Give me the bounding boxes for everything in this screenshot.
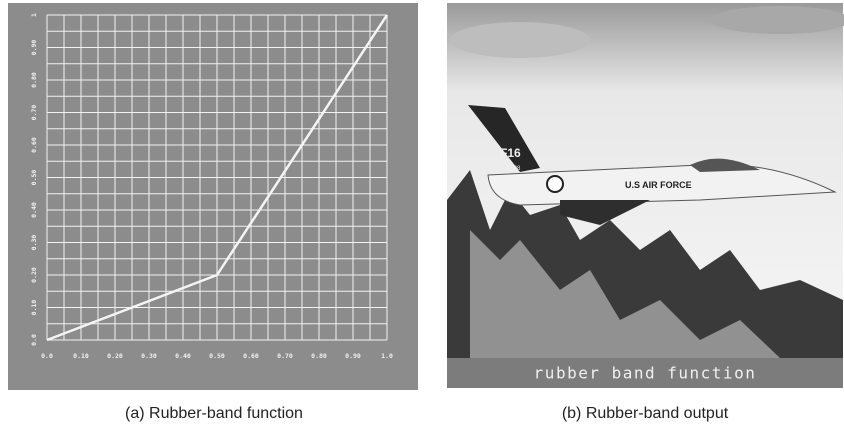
y-tick-label: 0.10 (30, 300, 38, 316)
y-tick-label: 0.60 (30, 137, 38, 153)
fuselage-text: U.S AIR FORCE (625, 180, 692, 190)
tail-code: F16 (500, 146, 521, 160)
x-tick-label: 1.0 (381, 352, 393, 360)
x-tick-label: 0.70 (277, 352, 293, 360)
caption: (b) Rubber-band output (562, 405, 729, 422)
tail (468, 105, 540, 172)
banner-text: rubber band function (534, 364, 757, 383)
y-tick-label: 0.90 (30, 40, 38, 56)
banner (447, 358, 843, 388)
roundel (546, 175, 564, 193)
x-tick-label: 0.90 (345, 352, 361, 360)
caption: (a) Rubber-band function (125, 405, 303, 422)
plot: 0.0 0.10 0.20 0.30 0.40 0.50 0.60 0.70 0.80 0.90 1… (30, 13, 393, 360)
canopy (690, 158, 760, 172)
x-tick-label: 0.60 (243, 352, 259, 360)
y-tick-label: 0.30 (30, 235, 38, 251)
y-tick-label: 1 (30, 13, 38, 17)
y-tick-label: 0.50 (30, 170, 38, 186)
y-tick-label: 0.40 (30, 202, 38, 218)
y-tick-label: 0.0 (30, 334, 38, 346)
x-tick-label: 0.80 (311, 352, 327, 360)
y-tick-label: 0.80 (30, 72, 38, 88)
screen-a (8, 3, 418, 390)
y-tick-label: 0.70 (30, 105, 38, 121)
tail-number: 0508 (507, 166, 521, 172)
y-tick-label: 0.20 (30, 267, 38, 283)
cloud (710, 6, 844, 34)
x-tick-label: 0.0 (41, 352, 53, 360)
wing (560, 200, 650, 225)
photo: F16 0508 U.S AIR FORCE rubber band funct… (447, 3, 844, 388)
x-tick-label: 0.40 (175, 352, 191, 360)
snow (470, 230, 780, 358)
x-tick-label: 0.20 (107, 352, 123, 360)
cloud (450, 22, 590, 58)
x-tick-label: 0.10 (73, 352, 89, 360)
x-tick-label: 0.50 (209, 352, 225, 360)
x-tick-label: 0.30 (141, 352, 157, 360)
data-line (46, 14, 389, 342)
